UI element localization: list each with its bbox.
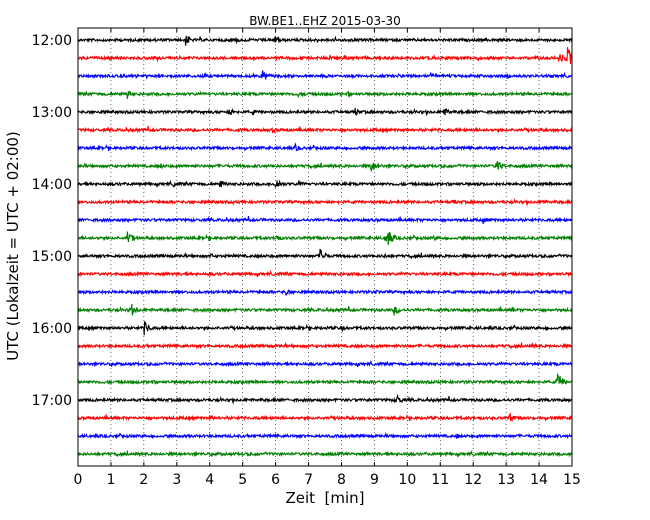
x-tick-label: 15 (563, 472, 581, 488)
trace-1700 (77, 393, 573, 405)
y-tick-label: 15:00 (32, 249, 72, 265)
x-tick-label: 2 (139, 472, 148, 488)
y-axis-ticks: 12:00 13:00 14:00 15:00 16:00 17:00 (32, 33, 572, 409)
trace-1415 (77, 197, 573, 207)
x-tick-label: 3 (172, 472, 181, 488)
trace-1215 (77, 47, 573, 65)
trace-1615 (77, 342, 573, 350)
x-tick-label: 11 (431, 472, 449, 488)
y-tick-label: 16:00 (32, 321, 72, 337)
plot-frame (77, 27, 573, 467)
y-tick-label: 13:00 (32, 105, 72, 121)
x-tick-label: 9 (370, 472, 379, 488)
trace-1200 (77, 35, 573, 46)
trace-1500 (77, 248, 573, 260)
seismogram-traces (77, 35, 573, 458)
trace-1330 (77, 142, 573, 152)
x-tick-label: 5 (238, 472, 247, 488)
trace-1630 (77, 359, 573, 368)
trace-1745 (77, 449, 573, 458)
trace-1430 (77, 215, 573, 225)
x-tick-label: 4 (205, 472, 214, 488)
trace-1315 (77, 125, 573, 134)
x-axis-label: Zeit [min] (285, 489, 364, 507)
x-tick-label: 6 (271, 472, 280, 488)
x-tick-label: 0 (74, 472, 83, 488)
x-tick-label: 1 (106, 472, 115, 488)
trace-1600 (77, 321, 573, 336)
y-tick-label: 14:00 (32, 177, 72, 193)
chart-title: BW.BE1..EHZ 2015-03-30 (249, 14, 401, 28)
x-tick-label: 14 (530, 472, 548, 488)
y-tick-label: 17:00 (32, 393, 72, 409)
trace-1545 (77, 303, 573, 316)
x-tick-label: 10 (398, 472, 416, 488)
trace-1230 (77, 70, 573, 80)
trace-1530 (77, 288, 573, 296)
y-axis-label: UTC (Lokalzeit = UTC + 02:00) (4, 131, 22, 361)
trace-1400 (77, 179, 573, 188)
x-tick-label: 13 (497, 472, 515, 488)
x-axis-ticks: 0 1 2 3 4 5 6 7 8 9 10 11 12 13 14 15 (74, 28, 581, 488)
x-tick-label: 8 (337, 472, 346, 488)
trace-1515 (77, 269, 573, 278)
trace-1645 (77, 373, 573, 386)
trace-1300 (77, 107, 573, 117)
x-tick-label: 7 (304, 472, 313, 488)
y-tick-label: 12:00 (32, 33, 72, 49)
x-tick-label: 12 (464, 472, 482, 488)
trace-1445 (77, 231, 573, 245)
trace-1245 (77, 90, 573, 99)
trace-1715 (77, 412, 573, 422)
trace-1730 (77, 432, 573, 440)
trace-1345 (77, 160, 573, 172)
